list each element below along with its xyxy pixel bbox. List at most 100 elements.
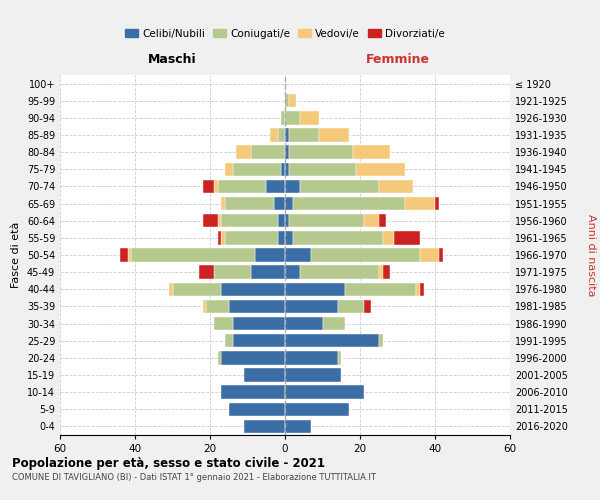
Bar [379, 266, 383, 279]
Bar [218, 351, 221, 364]
Bar [364, 300, 371, 313]
Bar [285, 180, 300, 193]
Bar [225, 231, 277, 244]
Bar [206, 300, 229, 313]
Bar [251, 146, 285, 159]
Bar [420, 248, 439, 262]
Bar [439, 248, 443, 262]
Bar [300, 180, 379, 193]
Bar [319, 128, 349, 141]
Bar [435, 197, 439, 210]
Bar [285, 111, 300, 124]
Bar [285, 128, 289, 141]
Bar [218, 231, 221, 244]
Bar [285, 317, 323, 330]
Bar [270, 128, 277, 141]
Bar [289, 146, 353, 159]
Text: COMUNE DI TAVIGLIANO (BI) - Dati ISTAT 1° gennaio 2021 - Elaborazione TUTTITALIA: COMUNE DI TAVIGLIANO (BI) - Dati ISTAT 1… [12, 472, 376, 482]
Bar [274, 197, 285, 210]
Bar [285, 162, 289, 176]
Bar [285, 266, 300, 279]
Bar [285, 282, 345, 296]
Bar [383, 231, 394, 244]
Bar [364, 214, 379, 228]
Bar [173, 282, 221, 296]
Bar [233, 334, 285, 347]
Bar [266, 180, 285, 193]
Bar [285, 368, 341, 382]
Bar [255, 248, 285, 262]
Bar [337, 300, 364, 313]
Bar [225, 162, 233, 176]
Bar [203, 180, 214, 193]
Text: Anni di nascita: Anni di nascita [586, 214, 596, 296]
Bar [285, 300, 337, 313]
Text: Popolazione per età, sesso e stato civile - 2021: Popolazione per età, sesso e stato civil… [12, 458, 325, 470]
Bar [203, 300, 206, 313]
Bar [379, 180, 413, 193]
Bar [416, 282, 420, 296]
Bar [353, 146, 390, 159]
Bar [214, 180, 218, 193]
Bar [379, 334, 383, 347]
Bar [285, 386, 364, 399]
Bar [285, 197, 293, 210]
Bar [225, 334, 233, 347]
Bar [285, 231, 293, 244]
Bar [236, 146, 251, 159]
Bar [199, 266, 214, 279]
Text: Maschi: Maschi [148, 54, 197, 66]
Bar [169, 282, 173, 296]
Bar [289, 162, 356, 176]
Bar [277, 231, 285, 244]
Bar [311, 248, 420, 262]
Bar [289, 214, 364, 228]
Bar [277, 128, 285, 141]
Bar [221, 214, 277, 228]
Bar [244, 420, 285, 433]
Bar [285, 402, 349, 416]
Bar [131, 248, 255, 262]
Bar [218, 180, 266, 193]
Bar [214, 317, 233, 330]
Bar [300, 266, 379, 279]
Bar [345, 282, 416, 296]
Bar [293, 197, 405, 210]
Bar [300, 111, 319, 124]
Y-axis label: Fasce di età: Fasce di età [11, 222, 21, 288]
Legend: Celibi/Nubili, Coniugati/e, Vedovi/e, Divorziati/e: Celibi/Nubili, Coniugati/e, Vedovi/e, Di… [121, 24, 449, 42]
Bar [120, 248, 128, 262]
Bar [383, 266, 390, 279]
Bar [225, 197, 274, 210]
Bar [244, 368, 285, 382]
Bar [221, 351, 285, 364]
Bar [128, 248, 131, 262]
Bar [285, 248, 311, 262]
Bar [221, 197, 225, 210]
Bar [356, 162, 405, 176]
Bar [289, 128, 319, 141]
Bar [281, 111, 285, 124]
Bar [277, 214, 285, 228]
Bar [285, 146, 289, 159]
Bar [405, 197, 435, 210]
Bar [285, 94, 289, 108]
Bar [281, 162, 285, 176]
Bar [285, 334, 379, 347]
Bar [214, 266, 251, 279]
Bar [218, 214, 221, 228]
Bar [293, 231, 383, 244]
Bar [379, 214, 386, 228]
Bar [394, 231, 420, 244]
Bar [229, 402, 285, 416]
Bar [233, 317, 285, 330]
Bar [285, 351, 337, 364]
Bar [221, 231, 225, 244]
Bar [203, 214, 218, 228]
Bar [221, 282, 285, 296]
Bar [420, 282, 424, 296]
Text: Femmine: Femmine [365, 54, 430, 66]
Bar [337, 351, 341, 364]
Bar [289, 94, 296, 108]
Bar [229, 300, 285, 313]
